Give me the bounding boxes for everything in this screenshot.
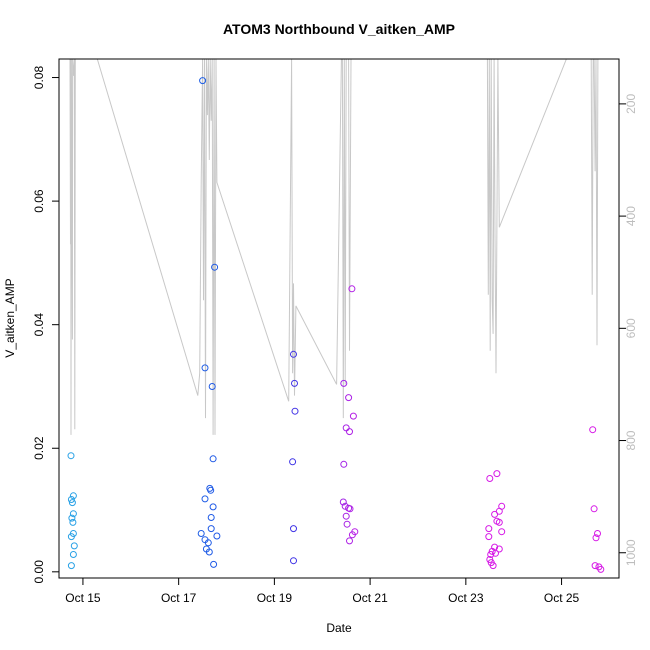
data-point — [485, 533, 493, 541]
data-point — [591, 562, 599, 570]
data-point — [69, 518, 77, 526]
data-point — [207, 525, 215, 533]
data-point — [291, 379, 298, 387]
secondary-line-layer — [69, 59, 599, 435]
y-tick-label: 0.04 — [32, 313, 46, 337]
data-point — [201, 364, 209, 372]
data-point — [589, 426, 597, 434]
data-point — [495, 518, 503, 526]
data-point — [67, 562, 75, 570]
data-point — [207, 486, 215, 494]
data-point — [597, 565, 605, 573]
data-point — [69, 510, 77, 518]
data-point — [495, 507, 503, 515]
y-tick-label: 0.00 — [32, 560, 46, 584]
data-point — [491, 510, 499, 518]
data-point — [291, 407, 299, 415]
x-tick-label: Oct 19 — [257, 591, 293, 605]
points-layer — [67, 77, 605, 573]
data-point — [345, 394, 353, 402]
x-tick-label: Oct 25 — [544, 591, 580, 605]
y-axis-label: V_aitken_AMP — [3, 278, 17, 357]
y2-tick-label: 1000 — [624, 539, 638, 566]
data-point — [209, 503, 217, 511]
data-point — [197, 530, 205, 537]
data-point — [67, 496, 75, 503]
data-point — [204, 539, 212, 547]
y-tick-label: 0.08 — [32, 66, 46, 90]
x-tick-label: Oct 23 — [448, 591, 484, 605]
data-point — [342, 512, 350, 520]
data-point — [486, 475, 494, 482]
data-point — [498, 528, 506, 536]
data-point — [489, 562, 497, 570]
data-point — [209, 455, 217, 463]
plot-frame — [58, 58, 620, 579]
data-point — [485, 525, 493, 533]
data-point — [211, 263, 219, 271]
chart-title: ATOM3 Northbound V_aitken_AMP — [223, 21, 455, 37]
data-point — [210, 560, 218, 568]
x-tick-label: Oct 21 — [352, 591, 388, 605]
data-point — [69, 551, 77, 558]
data-point — [207, 514, 215, 521]
data-point — [590, 505, 598, 513]
data-point — [342, 424, 350, 432]
data-point — [201, 495, 209, 503]
data-point — [69, 492, 77, 500]
data-point — [340, 379, 348, 387]
data-point — [343, 520, 351, 528]
data-point — [348, 285, 356, 293]
data-point — [67, 452, 75, 460]
secondary-line — [69, 59, 599, 435]
data-point — [592, 534, 600, 542]
y2-tick-label: 400 — [624, 206, 638, 226]
data-point — [346, 505, 354, 513]
data-point — [346, 537, 353, 545]
y-tick-label: 0.06 — [32, 189, 46, 213]
data-point — [339, 498, 347, 506]
data-point — [68, 499, 76, 507]
data-point — [69, 530, 77, 537]
y2-tick-label: 200 — [624, 94, 638, 114]
data-point — [340, 460, 348, 468]
data-point — [213, 532, 221, 540]
data-point — [290, 525, 297, 533]
data-point — [199, 77, 207, 85]
y2-tick-label: 800 — [624, 430, 638, 450]
x-tick-label: Oct 15 — [65, 591, 101, 605]
data-point — [68, 514, 76, 522]
data-point — [205, 548, 213, 556]
data-point — [70, 542, 78, 550]
x-axis-label: Date — [326, 621, 352, 635]
data-point — [346, 428, 353, 436]
data-point — [208, 383, 216, 390]
y-tick-label: 0.02 — [32, 436, 46, 460]
y2-tick-label: 600 — [624, 318, 638, 338]
data-point — [348, 531, 356, 539]
data-point — [349, 412, 357, 420]
data-point — [487, 551, 495, 558]
data-point — [495, 545, 503, 553]
data-point — [290, 557, 297, 565]
data-point — [289, 458, 297, 466]
data-point — [594, 530, 601, 537]
data-point — [290, 350, 297, 358]
data-point — [493, 470, 501, 478]
x-tick-label: Oct 17 — [161, 591, 197, 605]
data-point — [492, 549, 499, 557]
